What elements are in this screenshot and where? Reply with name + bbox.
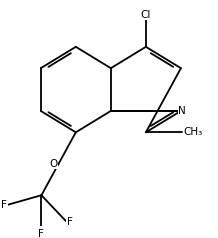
Text: F: F [1,200,7,210]
Text: F: F [39,229,44,238]
Text: N: N [178,106,186,116]
Text: CH₃: CH₃ [183,127,203,137]
Text: Cl: Cl [141,10,151,20]
Text: O: O [49,159,58,169]
Text: F: F [67,217,73,227]
